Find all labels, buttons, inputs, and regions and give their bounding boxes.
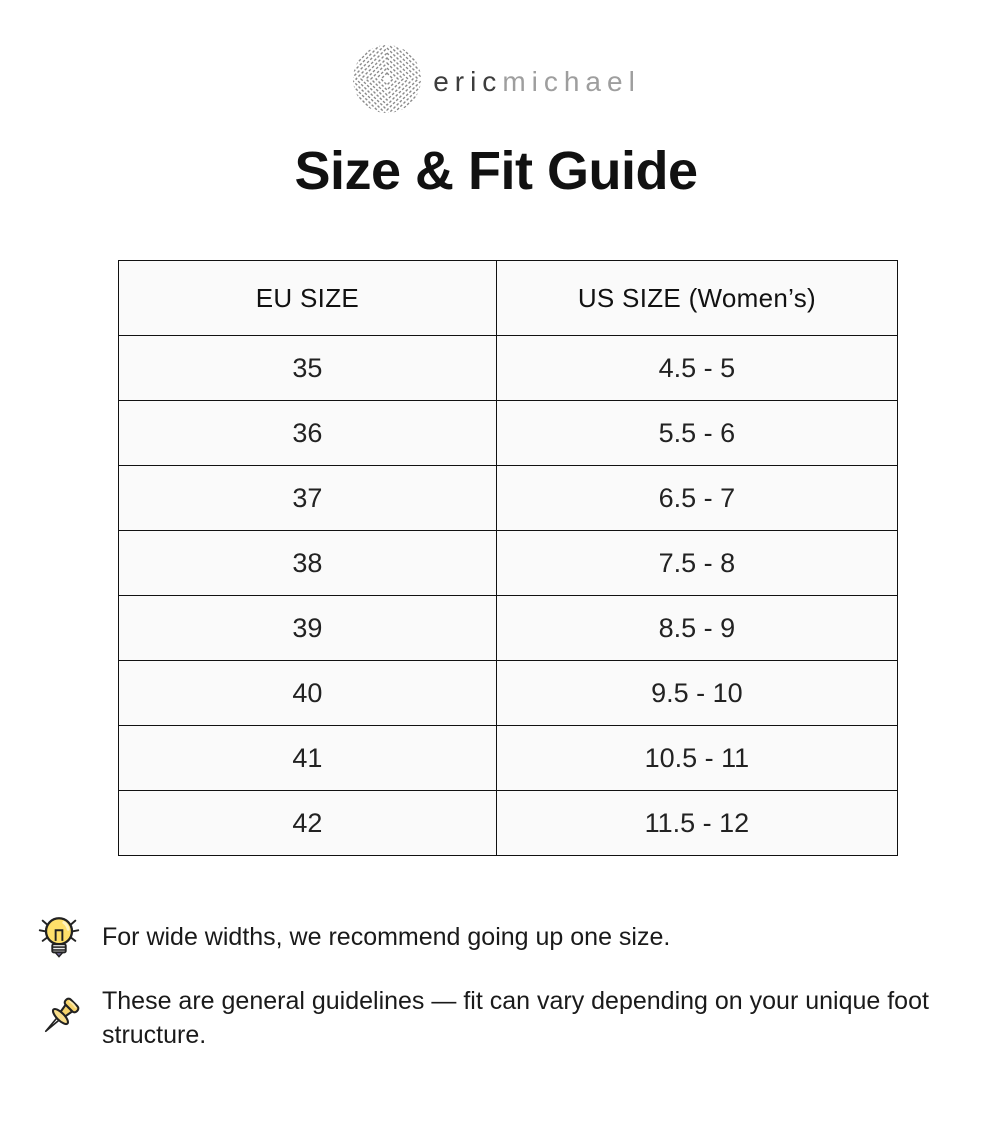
us-size-cell: 10.5 - 11 [495, 725, 899, 791]
us-size-cell: 5.5 - 6 [495, 400, 899, 466]
us-size-cell: 7.5 - 8 [495, 530, 899, 596]
brand-name: ericmichael [433, 62, 641, 96]
page-title: Size & Fit Guide [294, 141, 698, 201]
table-row: 36 5.5 - 6 [118, 400, 899, 466]
eu-size-cell: 39 [118, 595, 497, 661]
note-text: These are general guidelines — fit can v… [102, 987, 929, 1049]
size-guide-page: ericmichael Size & Fit Guide EU SIZE US … [0, 42, 992, 1052]
table-row: 42 11.5 - 12 [118, 790, 899, 856]
note-wide-widths: For wide widths, we recommend going up o… [34, 912, 992, 962]
table-header-us: US SIZE (Women’s) [495, 260, 899, 336]
table-row: 38 7.5 - 8 [118, 530, 899, 596]
eu-size-cell: 37 [118, 465, 497, 531]
brand-name-second: michael [502, 66, 641, 97]
table-header-row: EU SIZE US SIZE (Women’s) [118, 260, 899, 336]
table-row: 40 9.5 - 10 [118, 660, 899, 726]
us-size-cell: 8.5 - 9 [495, 595, 899, 661]
table-header-eu: EU SIZE [118, 260, 497, 336]
table-row: 39 8.5 - 9 [118, 595, 899, 661]
note-guidelines: These are general guidelines — fit can v… [34, 984, 992, 1052]
eu-size-cell: 42 [118, 790, 497, 856]
us-size-cell: 4.5 - 5 [495, 335, 899, 401]
notes-section: For wide widths, we recommend going up o… [34, 912, 992, 1052]
diamond-pattern-logo-icon [351, 43, 423, 115]
pushpin-icon [34, 993, 84, 1043]
eu-size-cell: 38 [118, 530, 497, 596]
eu-size-cell: 35 [118, 335, 497, 401]
eu-size-cell: 36 [118, 400, 497, 466]
table-row: 35 4.5 - 5 [118, 335, 899, 401]
brand-logo: ericmichael [0, 42, 992, 116]
eu-size-cell: 40 [118, 660, 497, 726]
brand-name-first: eric [433, 66, 503, 97]
eu-size-cell: 41 [118, 725, 497, 791]
table-row: 37 6.5 - 7 [118, 465, 899, 531]
table-row: 41 10.5 - 11 [118, 725, 899, 791]
us-size-cell: 6.5 - 7 [495, 465, 899, 531]
us-size-cell: 9.5 - 10 [495, 660, 899, 726]
size-table: EU SIZE US SIZE (Women’s) 35 4.5 - 5 36 … [118, 260, 899, 856]
note-text: For wide widths, we recommend going up o… [102, 923, 671, 951]
lightbulb-icon [34, 912, 84, 962]
us-size-cell: 11.5 - 12 [495, 790, 899, 856]
